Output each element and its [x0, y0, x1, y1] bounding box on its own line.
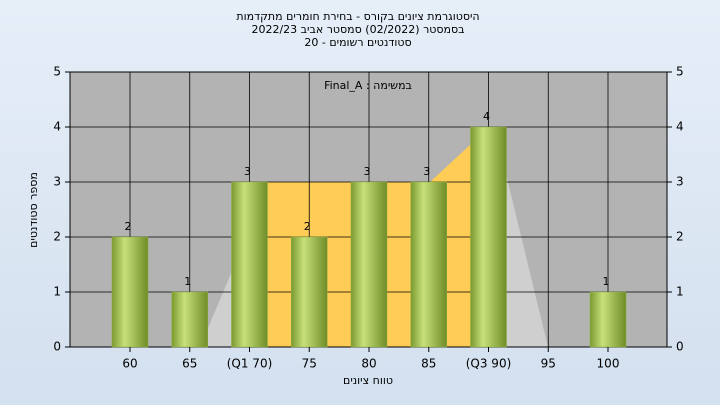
bar — [291, 236, 328, 348]
x-tick-label: 75 — [302, 357, 317, 371]
y-tick-label: 5 — [53, 65, 61, 79]
bar — [111, 236, 149, 348]
x-tick-label: (Q3 90) — [466, 357, 512, 371]
y-tick-label: 1 — [53, 285, 61, 299]
bar — [231, 181, 268, 348]
value-label: 1 — [603, 275, 610, 288]
y2-tick-label: 1 — [676, 285, 684, 299]
value-label: 4 — [483, 110, 490, 123]
y2-tick-label: 2 — [676, 230, 684, 244]
y-tick-label: 3 — [53, 175, 61, 189]
value-label: 3 — [423, 165, 430, 178]
bar — [470, 126, 507, 348]
x-tick-label: 85 — [421, 357, 436, 371]
bar — [171, 291, 208, 348]
y-tick-label: 2 — [53, 230, 61, 244]
y2-tick-label: 3 — [676, 175, 684, 189]
y2-tick-label: 5 — [676, 65, 684, 79]
chart-subtitle: בסמסטר (02/2022) סמסטר אביב 2022/23 — [251, 23, 464, 36]
value-label: 1 — [184, 275, 191, 288]
value-label: 3 — [364, 165, 371, 178]
bar — [350, 181, 388, 348]
bar — [589, 291, 627, 348]
x-tick-label: (Q1 70) — [227, 357, 273, 371]
x-tick-label: 100 — [597, 357, 620, 371]
y-tick-label: 0 — [53, 340, 61, 354]
value-label: 2 — [304, 220, 311, 233]
annotation: Final_A : במשימה — [324, 79, 412, 92]
y2-tick-label: 4 — [676, 120, 684, 134]
chart-title: היסטוגרמת ציונים בקורס - בחירת חומרים מת… — [236, 10, 479, 23]
bar — [410, 181, 447, 348]
y-tick-label: 4 — [53, 120, 61, 134]
x-tick-label: 95 — [541, 357, 556, 371]
x-tick-label: 80 — [361, 357, 376, 371]
x-tick-label: 65 — [182, 357, 197, 371]
value-label: 2 — [125, 220, 132, 233]
y2-tick-label: 0 — [676, 340, 684, 354]
chart-subtitle: סטודנטים רשומים - 20 — [304, 36, 411, 49]
x-axis-label: טווח ציונים — [343, 374, 393, 387]
y-axis-label: מספר סטודנטים — [27, 172, 40, 248]
x-tick-label: 60 — [122, 357, 137, 371]
value-label: 3 — [244, 165, 251, 178]
